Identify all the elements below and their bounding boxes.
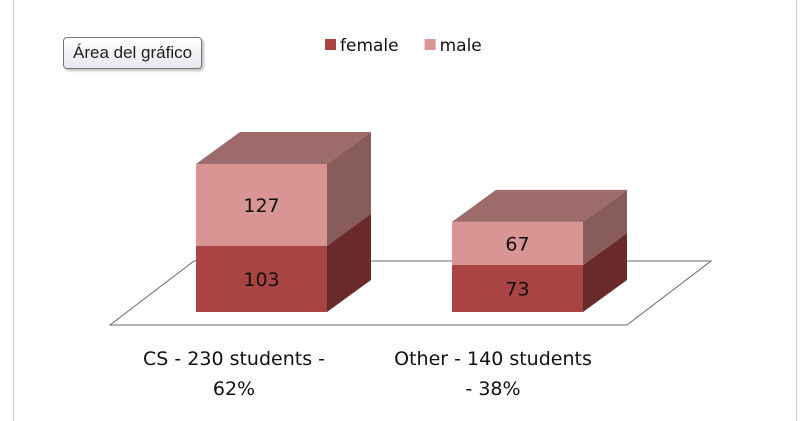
legend-label-female: female (340, 36, 399, 56)
bar-front-male-2 (452, 221, 583, 266)
category-label-2-line-2: - 38% (465, 378, 520, 400)
data-label-female-2: 73 (505, 279, 529, 301)
bar-side-male-1 (327, 131, 371, 246)
legend-swatch-female (325, 39, 336, 50)
bar-female-1: 103 (196, 213, 371, 312)
bar-side-female-1 (327, 213, 371, 312)
data-label-female-1: 103 (243, 269, 279, 291)
bars: 103 127 73 67 (196, 131, 627, 312)
bar-side-female-2 (583, 233, 627, 312)
bar-top-2 (452, 189, 627, 222)
category-label-2-line-1: Other - 140 students (394, 348, 592, 370)
category-label-1-line-1: CS - 230 students - (143, 348, 325, 370)
category-label-1-line-2: 62% (213, 378, 255, 400)
bar-front-female-1 (196, 245, 327, 312)
bar-top-1 (196, 131, 371, 164)
data-label-male-1: 127 (243, 195, 279, 217)
bar-female-2: 73 (452, 233, 627, 312)
legend-label-male: male (440, 36, 482, 56)
bar-male-1: 127 (196, 131, 371, 246)
bar-front-female-2 (452, 265, 583, 312)
category-labels: CS - 230 students - 62% Other - 140 studen… (143, 348, 592, 400)
bar-front-male-1 (196, 163, 327, 246)
bar-male-2: 67 (452, 189, 627, 266)
bar-side-male-2 (583, 189, 627, 266)
legend: female male (325, 36, 482, 56)
legend-swatch-male (424, 39, 436, 50)
data-label-male-2: 67 (505, 233, 529, 255)
chart-area-tooltip: Área del gráfico (63, 37, 203, 69)
